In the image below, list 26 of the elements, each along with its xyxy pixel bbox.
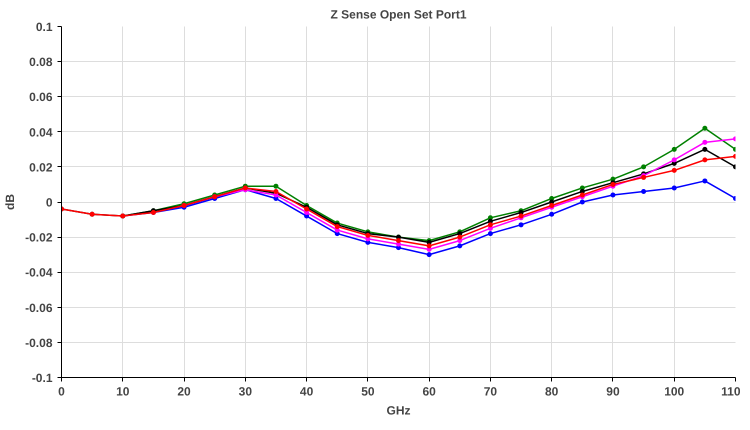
x-axis-title: GHz bbox=[386, 404, 410, 418]
x-tick-label: 90 bbox=[606, 384, 620, 398]
x-tick-label: 0 bbox=[58, 384, 66, 398]
x-tick-label: 50 bbox=[361, 384, 375, 398]
y-axis-title: dB bbox=[3, 194, 18, 210]
x-tick-label: 40 bbox=[300, 384, 314, 398]
y-tick-label: 0.1 bbox=[36, 20, 53, 34]
x-tick-label: 80 bbox=[545, 384, 559, 398]
y-tick-label: 0.02 bbox=[29, 160, 53, 174]
x-tick-label: 60 bbox=[422, 384, 436, 398]
chart-title: Z Sense Open Set Port1 bbox=[330, 8, 467, 22]
y-tick-label: 0.04 bbox=[29, 125, 53, 140]
x-tick-label: 100 bbox=[664, 384, 685, 398]
y-tick-label: -0.06 bbox=[25, 300, 53, 315]
x-tick-label: 10 bbox=[116, 384, 130, 398]
x-tick-label: 70 bbox=[484, 384, 498, 398]
y-tick-label: 0.08 bbox=[29, 55, 53, 70]
x-tick-label: 20 bbox=[177, 384, 192, 398]
y-tick-label: 0.06 bbox=[29, 90, 53, 104]
x-tick-label: 30 bbox=[238, 384, 252, 398]
y-tick-label: -0.04 bbox=[25, 266, 53, 280]
x-tick-label: 110 bbox=[721, 384, 741, 398]
y-tick-label: -0.08 bbox=[25, 336, 53, 350]
y-tick-label: -0.02 bbox=[25, 230, 53, 245]
y-tick-label: 0 bbox=[46, 196, 53, 210]
y-tick-label: -0.1 bbox=[32, 371, 53, 385]
